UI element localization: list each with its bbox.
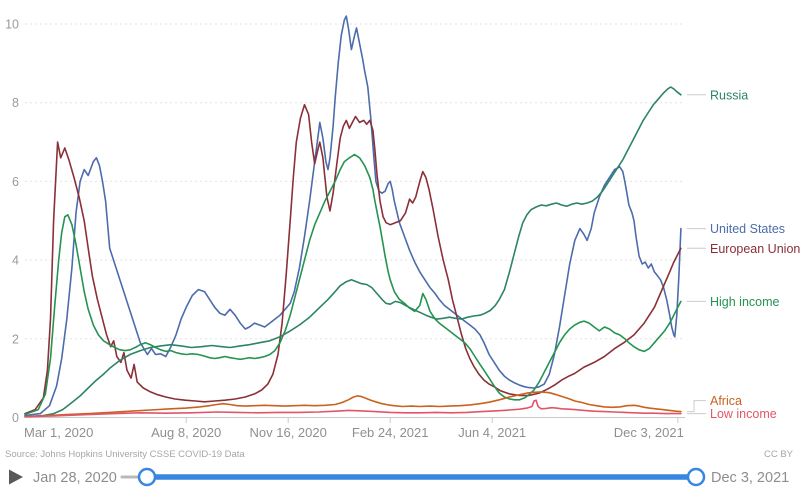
x-tick-label-nov-16-2020: Nov 16, 2020 [250, 425, 327, 440]
series-label-high-income[interactable]: High income [710, 295, 780, 309]
y-tick-label-6: 6 [12, 175, 19, 189]
x-tick-label-jun-4-2021: Jun 4, 2021 [458, 425, 526, 440]
y-tick-label-10: 10 [5, 18, 19, 32]
y-tick-label-8: 8 [12, 96, 19, 110]
series-label-russia[interactable]: Russia [710, 88, 748, 102]
source-note: Source: Johns Hopkins University CSSE CO… [5, 449, 245, 460]
series-line-russia [24, 86, 682, 418]
x-tick-label-feb-24-2021: Feb 24, 2021 [352, 425, 429, 440]
slider-handle-end[interactable] [686, 467, 706, 487]
series-line-united-states [24, 15, 682, 417]
series-label-africa[interactable]: Africa [710, 394, 742, 408]
x-tick-label-aug-8-2020: Aug 8, 2020 [151, 425, 221, 440]
x-tick-label-mar-1-2020: Mar 1, 2020 [24, 425, 93, 440]
play-icon[interactable] [9, 469, 23, 485]
series-label-european-union[interactable]: European Union [710, 242, 800, 256]
series-label-united-states[interactable]: United States [710, 222, 785, 236]
y-tick-label-2: 2 [12, 332, 19, 346]
label-connector-africa [687, 400, 706, 413]
series-line-low-income [24, 399, 682, 418]
series-label-low-income[interactable]: Low income [710, 407, 777, 421]
series-line-european-union [24, 103, 682, 415]
y-tick-label-4: 4 [12, 254, 19, 268]
timeline-end-date: Dec 3, 2021 [711, 470, 789, 486]
license-badge: CC BY [764, 449, 794, 460]
series-line-high-income [24, 153, 682, 416]
x-tick-label-dec-3-2021: Dec 3, 2021 [614, 425, 684, 440]
y-gridlines: 0 2 4 6 8 10 [5, 18, 685, 425]
series-lines [24, 15, 682, 418]
slider-handle-start[interactable] [137, 467, 157, 487]
timeline-start-date: Jan 28, 2020 [33, 470, 117, 486]
x-axis: Mar 1, 2020 Aug 8, 2020 Nov 16, 2020 Feb 24… [24, 418, 684, 440]
y-tick-label-0: 0 [12, 411, 19, 425]
timeline-controls: Jan 28, 2020 Dec 3, 2021 [9, 467, 789, 487]
series-line-africa [24, 391, 682, 418]
